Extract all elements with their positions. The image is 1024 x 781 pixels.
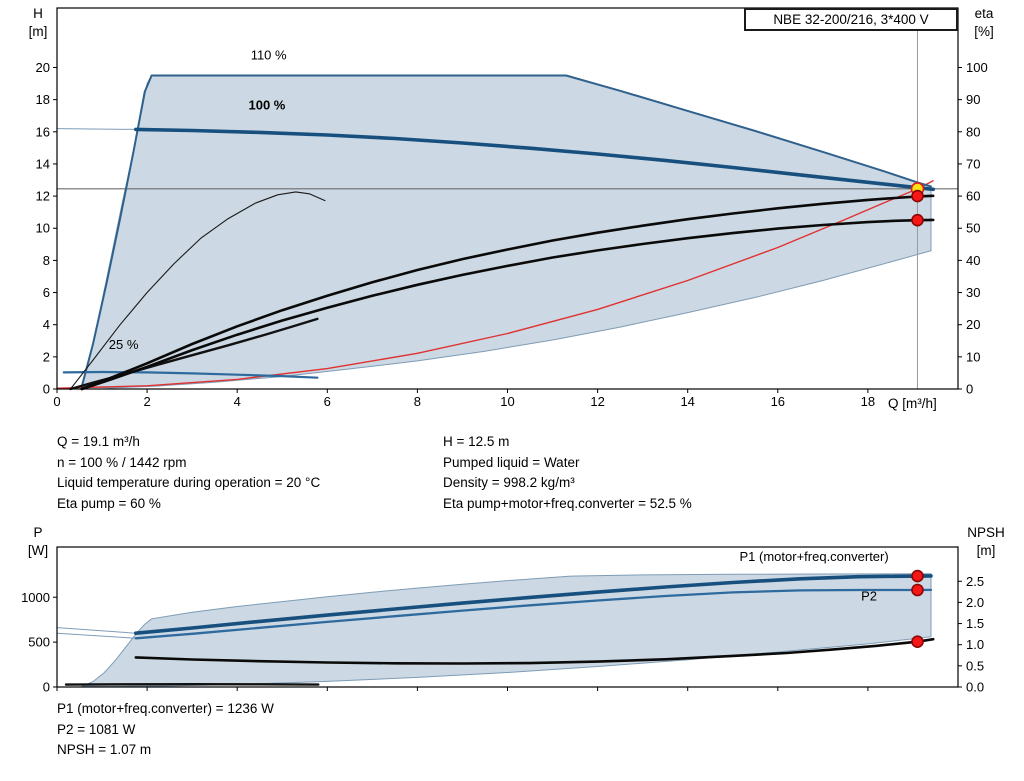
x-tick-label: 6 [324,394,331,409]
y-left-tick-label: 18 [36,92,50,107]
npsh-axis-title-line1: NPSH [967,525,1005,540]
p-axis-title-line1: P [33,525,43,540]
p2-ext-line [56,632,137,639]
info-line-p1: P1 (motor+freq.converter) = 1236 W [57,701,274,716]
p1-curve-label: P1 (motor+freq.converter) [740,549,889,564]
y-right-tick-label: 50 [966,221,980,236]
y-right-tick-label: 0.5 [966,658,984,673]
x-tick-label: 14 [680,394,694,409]
y-left-tick-label: 20 [36,60,50,75]
info-line-h: H = 12.5 m [443,434,510,449]
y-left-tick-label: 12 [36,189,50,204]
x-tick-label: 2 [143,394,150,409]
speed-100-ext-line [56,128,137,130]
power-operating-envelope [81,573,932,688]
speed-100-curve [134,127,936,192]
info-line-eta-pump: Eta pump = 60 % [57,495,161,511]
eta-axis-title: eta [%] [964,5,1004,41]
x-tick-label: 4 [234,394,241,409]
x-tick-label: 0 [53,394,60,409]
y-right-tick-label: 1.0 [966,637,984,652]
y-right-tick-label: 0 [966,382,973,397]
pump-title-box: NBE 32-200/216, 3*400 V [744,8,958,31]
y-right-tick-label: 10 [966,349,980,364]
eta-axis-title-line2: [%] [974,24,994,39]
y-right-tick-label: 40 [966,253,980,268]
h-axis-title-line2: [m] [28,24,48,39]
y-right-tick-label: 80 [966,124,980,139]
y-right-tick-label: 20 [966,317,980,332]
y-left-tick-label: 2 [43,349,50,364]
speed-110-curve-label: 110 % [251,47,287,62]
y-right-tick-label: 60 [966,189,980,204]
y-right-tick-label: 70 [966,156,980,171]
system-curve [56,180,934,389]
eta-total-marker [911,213,924,227]
y-left-tick-label: 4 [43,317,50,332]
p2-curve [134,588,933,640]
npsh-marker [911,635,924,648]
y-left-tick-label: 500 [28,635,50,650]
y-left-tick-label: 10 [36,221,50,236]
info-line-density: Density = 998.2 kg/m³ [443,475,575,490]
info-line-eta-total: Eta pump+motor+freq.converter = 52.5 % [443,495,692,511]
info-line-liquid: Pumped liquid = Water [443,454,580,470]
y-right-tick-label: 1.5 [966,616,984,631]
eta-axis-title-line1: eta [974,6,994,21]
x-tick-label: 16 [771,394,785,409]
npsh-axis-title-line2: [m] [976,543,996,558]
speed-110-curve [80,74,932,388]
y-left-tick-label: 14 [36,156,50,171]
eta-pump-curve [80,194,935,391]
power-info-block: P1 (motor+freq.converter) = 1236 W P2 = … [57,699,274,761]
p1-curve [134,574,933,635]
y-right-tick-label: 0.0 [966,680,984,695]
x-tick-label: 8 [414,394,421,409]
h-axis-title: H [m] [20,5,56,41]
info-line-temperature: Liquid temperature during operation = 20… [57,475,321,490]
y-left-tick-label: 0 [43,680,50,695]
p1-ext-line [56,627,137,634]
eta-pump-reduced-curve [69,191,326,390]
speed-100-curve-label: 100 % [249,97,286,112]
y-left-tick-label: 8 [43,253,50,268]
p2-curve-label: P2 [861,588,877,603]
power-npsh-chart: P1 (motor+freq.converter) P2 0 500 1000 0.0 0.… [21,546,984,695]
npsh-curve [134,637,935,665]
p-axis-title: P [W] [20,524,56,560]
y-left-tick-label: 0 [43,382,50,397]
p1-marker [911,569,924,583]
x-tick-label: 10 [500,394,514,409]
info-line-q: Q = 19.1 m³/h [57,434,140,449]
y-right-tick-label: 90 [966,92,980,107]
x-tick-label: 18 [861,394,875,409]
y-right-tick-label: 2.5 [966,574,984,589]
duty-info-right: H = 12.5 m Pumped liquid = Water Density… [443,432,692,514]
p2-marker [911,583,924,597]
y-right-tick-label: 30 [966,285,980,300]
info-line-npsh: NPSH = 1.07 m [57,742,152,757]
p-axis-title-line2: [W] [27,543,49,558]
eta-pump-marker [911,189,924,203]
duty-info-left: Q = 19.1 m³/h n = 100 % / 1442 rpm Liqui… [57,432,320,514]
q-axis-title: Q [m³/h] [888,396,937,411]
eta-total-curve [80,218,935,391]
y-right-tick-label: 100 [966,60,988,75]
h-axis-title-line1: H [33,6,43,21]
npsh-axis-title: NPSH [m] [962,524,1010,560]
speed-25-curve [62,370,319,379]
info-line-p2: P2 = 1081 W [57,721,136,737]
y-left-tick-label: 6 [43,285,50,300]
y-left-tick-label: 1000 [21,590,50,605]
y-left-tick-label: 16 [36,124,50,139]
x-tick-label: 12 [590,394,604,409]
y-right-tick-label: 2.0 [966,595,984,610]
info-line-n: n = 100 % / 1442 rpm [57,454,187,470]
head-eta-chart: 110 % 100 % 25 % 0 2 4 6 8 10 12 14 16 18 0 2 4 6 8 10 12 14… [36,7,988,409]
speed-25-curve-label: 25 % [109,337,139,352]
